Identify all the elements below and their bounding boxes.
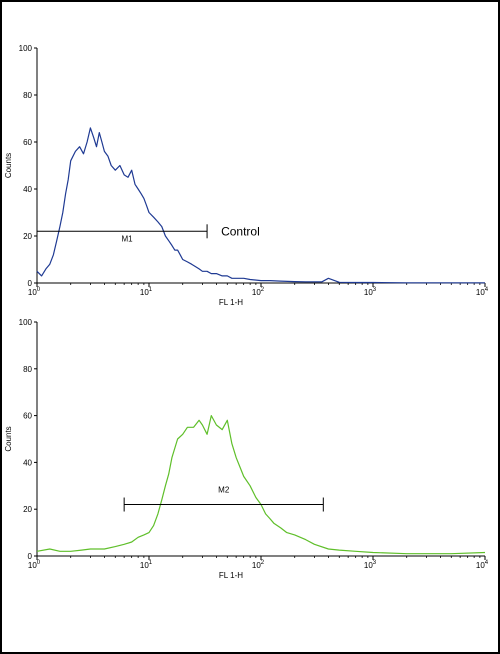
y-tick-label: 100 <box>19 318 33 327</box>
y-tick-label: 40 <box>23 458 32 467</box>
y-tick-label: 80 <box>23 91 32 100</box>
x-tick-label: 102 <box>252 560 265 570</box>
y-tick-label: 0 <box>28 552 33 561</box>
y-tick-label: 100 <box>19 44 33 53</box>
y-tick-label: 40 <box>23 185 32 194</box>
histogram-panel-2: 0 20 40 60 80 100 100 101 102 103 104 FL 1-H Counts M… <box>4 318 489 580</box>
y-tick-label: 60 <box>23 138 32 147</box>
x-tick-label: 103 <box>364 560 377 570</box>
gate-label: M1 <box>121 234 133 243</box>
histogram-series-1 <box>36 127 485 284</box>
y-tick-label: 20 <box>23 232 32 241</box>
x-tick-label: 104 <box>476 287 489 297</box>
x-tick-label: 102 <box>252 287 265 297</box>
histogram-panel-1: 0 20 40 60 80 100 100 101 102 103 104 FL 1-H Counts M… <box>4 44 489 307</box>
y-tick-label: 80 <box>23 365 32 374</box>
x-tick-label: 101 <box>140 560 153 570</box>
x-tick-label: 100 <box>28 287 41 297</box>
x-tick-label: 103 <box>364 287 377 297</box>
gate-label: M2 <box>218 486 230 495</box>
y-tick-label: 20 <box>23 505 32 514</box>
histogram-series-1 <box>36 415 486 555</box>
y-tick-label: 0 <box>28 279 33 288</box>
x-axis-label: FL 1-H <box>219 571 243 580</box>
y-axis-label: Counts <box>4 426 13 451</box>
x-axis-label: FL 1-H <box>219 298 243 307</box>
x-tick-label: 100 <box>28 560 41 570</box>
y-axis-label: Counts <box>4 153 13 178</box>
x-tick-label: 101 <box>140 287 153 297</box>
control-annotation: Control <box>221 224 260 238</box>
y-tick-label: 60 <box>23 412 32 421</box>
x-tick-label: 104 <box>476 560 489 570</box>
